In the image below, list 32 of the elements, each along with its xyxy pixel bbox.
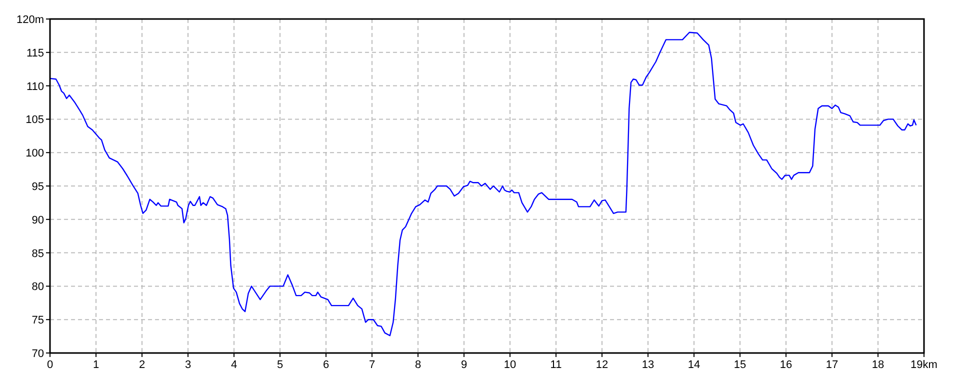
x-tick-label: 4 bbox=[230, 359, 238, 371]
x-tick-label: 19km bbox=[910, 359, 938, 371]
x-tick-label: 15 bbox=[734, 359, 746, 371]
x-tick-label: 11 bbox=[550, 359, 562, 371]
x-tick-label: 9 bbox=[460, 359, 468, 371]
y-tick-label: 110 bbox=[26, 80, 44, 93]
x-tick-label: 7 bbox=[368, 359, 376, 371]
y-tick-label: 115 bbox=[26, 47, 44, 60]
x-tick-label: 3 bbox=[184, 359, 192, 371]
x-tick-label: 0 bbox=[46, 359, 54, 371]
x-tick-label: 5 bbox=[276, 359, 284, 371]
x-tick-label: 18 bbox=[872, 359, 884, 371]
x-tick-label: 12 bbox=[596, 359, 608, 371]
y-tick-label: 105 bbox=[26, 114, 44, 126]
y-tick-label: 95 bbox=[32, 181, 44, 193]
x-tick-label: 6 bbox=[322, 359, 330, 371]
y-tick-label: 75 bbox=[32, 314, 44, 327]
y-tick-label: 85 bbox=[32, 248, 44, 260]
x-tick-label: 2 bbox=[138, 359, 146, 371]
x-tick-label: 10 bbox=[504, 359, 516, 371]
y-tick-label: 90 bbox=[32, 214, 44, 226]
x-tick-label: 8 bbox=[414, 359, 422, 371]
x-tick-label: 13 bbox=[642, 359, 654, 371]
x-tick-label: 16 bbox=[780, 359, 792, 371]
x-tick-label: 1 bbox=[92, 359, 100, 371]
y-tick-label: 80 bbox=[32, 281, 44, 294]
y-tick-label: 70 bbox=[32, 348, 44, 360]
y-tick-label: 120m bbox=[16, 14, 44, 26]
line-series bbox=[49, 32, 917, 336]
x-tick-label: 17 bbox=[826, 359, 838, 371]
x-tick-label: 14 bbox=[688, 359, 700, 371]
y-tick-label: 100 bbox=[26, 148, 44, 160]
